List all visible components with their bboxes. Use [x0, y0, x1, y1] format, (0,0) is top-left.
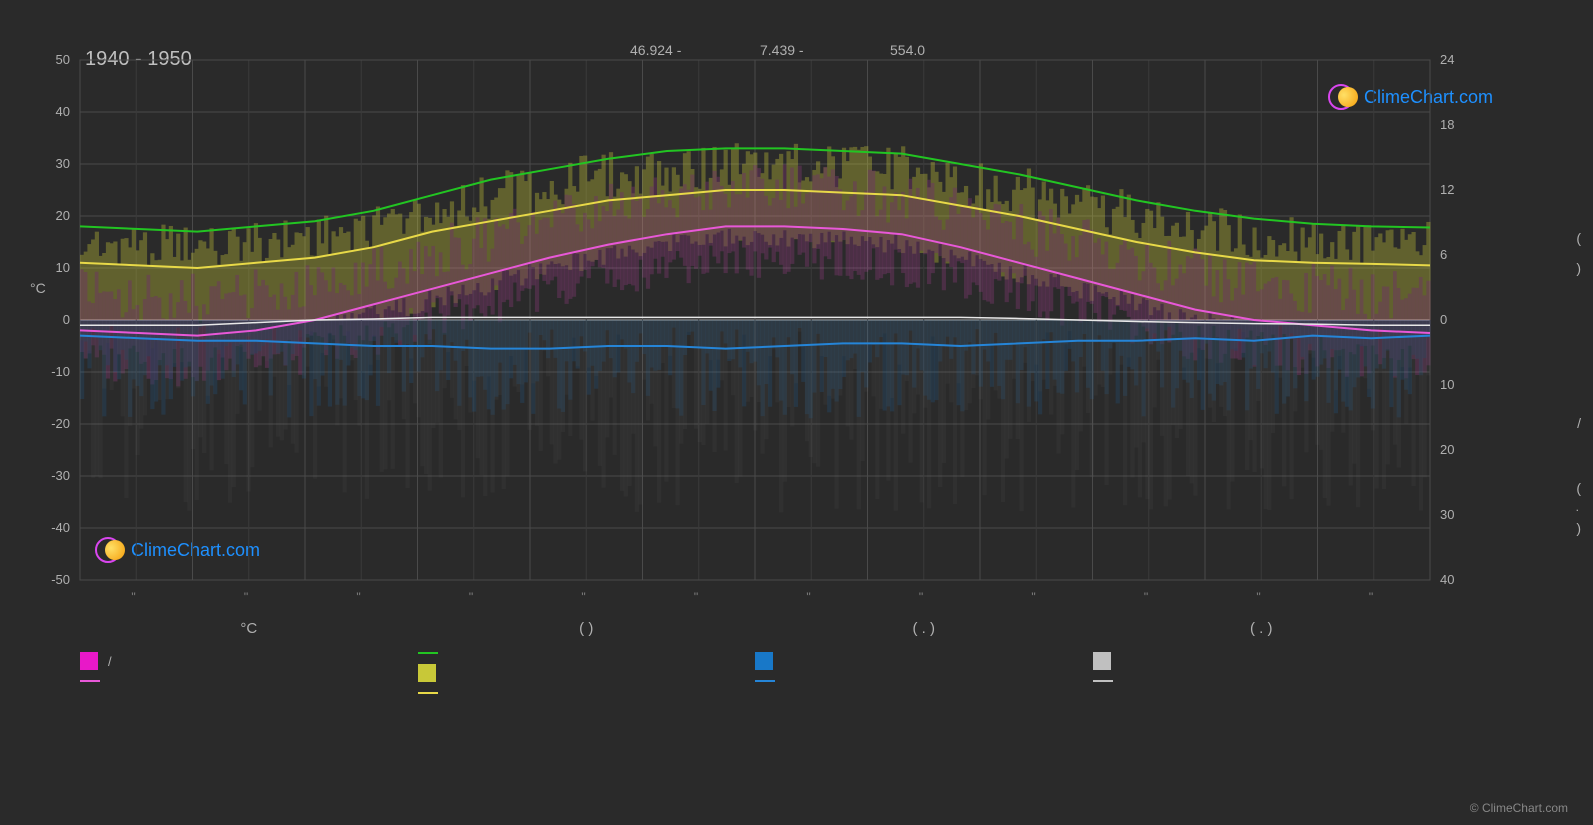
svg-text:10: 10	[1440, 377, 1454, 392]
elevation-value: 554.0	[890, 42, 925, 58]
month-tick: ''	[806, 590, 811, 604]
right-axis-paren-top: (	[1576, 230, 1581, 246]
right-axis-dot: .	[1576, 500, 1579, 514]
right-axis-divider: /	[1577, 415, 1581, 431]
legend-item: /	[80, 652, 418, 670]
month-tick: ''	[694, 590, 699, 604]
legend-swatch	[1093, 680, 1113, 682]
legend-headers: °C ( ) ( . ) ( . )	[80, 620, 1430, 637]
legend-header-2: ( )	[418, 620, 756, 637]
legend-swatch	[418, 652, 438, 654]
month-tick: ''	[469, 590, 474, 604]
longitude-value: 7.439 -	[760, 42, 804, 58]
legend-label: /	[108, 654, 112, 669]
left-ticks: 50 40 30 20 10 0 -10 -20 -30 -40 -50	[51, 52, 70, 587]
svg-text:30: 30	[1440, 507, 1454, 522]
legend-swatch	[80, 680, 100, 682]
legend-item	[418, 652, 756, 654]
legend-col-1: /	[80, 652, 418, 694]
svg-text:0: 0	[1440, 312, 1447, 327]
svg-text:10: 10	[56, 260, 70, 275]
latitude-value: 46.924 -	[630, 42, 681, 58]
month-tick: ''	[1031, 590, 1036, 604]
legend-swatch	[80, 652, 98, 670]
legend-col-2	[418, 652, 756, 694]
svg-text:-20: -20	[51, 416, 70, 431]
legend-header-1: °C	[80, 620, 418, 637]
svg-text:30: 30	[56, 156, 70, 171]
svg-text:20: 20	[1440, 442, 1454, 457]
legend-header-3: ( . )	[755, 620, 1093, 637]
svg-text:20: 20	[56, 208, 70, 223]
svg-text:-10: -10	[51, 364, 70, 379]
legend-swatch	[418, 664, 436, 682]
legend-rows: /	[80, 652, 1430, 694]
svg-text:12: 12	[1440, 182, 1454, 197]
right-ticks: 24 18 12 6 0 10 20 30 40	[1440, 52, 1454, 587]
legend-swatch	[755, 652, 773, 670]
legend-col-3	[755, 652, 1093, 694]
svg-text:50: 50	[56, 52, 70, 67]
legend-item	[755, 680, 1093, 682]
legend-swatch	[1093, 652, 1111, 670]
month-tick: ''	[1256, 590, 1261, 604]
right-axis-paren-top2: )	[1576, 260, 1581, 276]
legend-item	[1093, 652, 1431, 670]
climate-chart: 50403020100-10-20-30-40-50 2418126010203…	[80, 60, 1430, 580]
right-axis-paren-bot: (	[1576, 480, 1581, 496]
left-axis-label: °C	[30, 280, 46, 296]
legend-item	[755, 652, 1093, 670]
month-tick: ''	[131, 590, 136, 604]
legend-swatch	[755, 680, 775, 682]
svg-text:-40: -40	[51, 520, 70, 535]
legend-item	[418, 692, 756, 694]
svg-text:0: 0	[63, 312, 70, 327]
x-axis: '' '' '' '' '' '' '' '' '' '' '' ''	[80, 590, 1430, 610]
month-tick: ''	[356, 590, 361, 604]
month-tick: ''	[1144, 590, 1149, 604]
svg-text:18: 18	[1440, 117, 1454, 132]
svg-text:-50: -50	[51, 572, 70, 587]
month-tick: ''	[581, 590, 586, 604]
month-tick: ''	[244, 590, 249, 604]
svg-text:24: 24	[1440, 52, 1454, 67]
chart-svg: 50403020100-10-20-30-40-50 2418126010203…	[80, 60, 1430, 580]
legend-item	[418, 664, 756, 682]
legend: °C ( ) ( . ) ( . ) /	[80, 620, 1430, 694]
month-tick: ''	[919, 590, 924, 604]
copyright: © ClimeChart.com	[1470, 801, 1568, 815]
legend-swatch	[418, 692, 438, 694]
legend-header-4: ( . )	[1093, 620, 1431, 637]
legend-col-4	[1093, 652, 1431, 694]
month-tick: ''	[1369, 590, 1374, 604]
svg-text:-30: -30	[51, 468, 70, 483]
legend-item	[80, 680, 418, 682]
svg-text:40: 40	[1440, 572, 1454, 587]
right-axis-paren-bot2: )	[1576, 520, 1581, 536]
svg-text:40: 40	[56, 104, 70, 119]
svg-text:6: 6	[1440, 247, 1447, 262]
legend-item	[1093, 680, 1431, 682]
